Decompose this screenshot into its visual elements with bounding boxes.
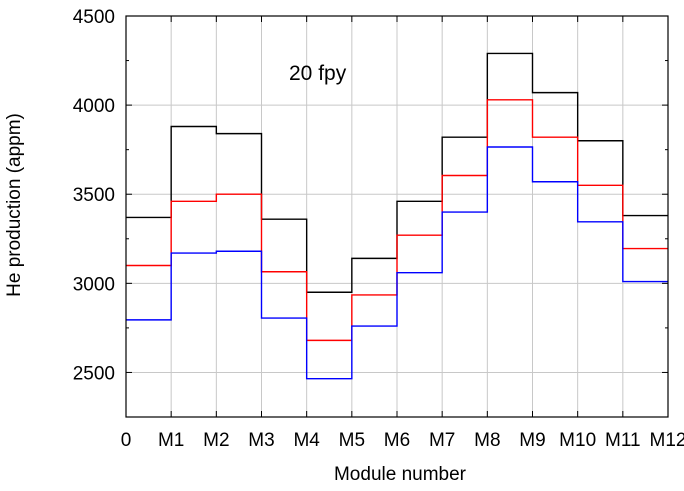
x-tick-label: M2 [203, 430, 229, 451]
y-tick-labels: 2500 3000 3500 4000 4500 [73, 7, 115, 384]
x-tick-label: M5 [339, 430, 365, 451]
y-axis-title: He production (appm) [4, 113, 25, 297]
x-tick-label: M7 [429, 430, 455, 451]
x-tick-label: 0 [121, 430, 132, 451]
x-tick-label: M11 [605, 430, 641, 451]
x-tick-label: M10 [559, 430, 596, 451]
y-tick-label: 2500 [73, 363, 115, 384]
y-tick-label: 4000 [73, 96, 115, 117]
x-tick-label: M12 [650, 430, 684, 451]
x-tick-label: M1 [158, 430, 184, 451]
x-tick-label: M3 [248, 430, 274, 451]
y-tick-label: 3000 [73, 274, 115, 295]
x-axis-title: Module number [334, 464, 467, 485]
x-tick-labels: 0 M1 M2 M3 M4 M5 M6 M7 M8 M9 M10 M11 M12 [121, 430, 684, 451]
chart-annotation: 20 fpy [289, 62, 347, 85]
x-tick-label: M8 [474, 430, 500, 451]
x-tick-label: M6 [384, 430, 410, 451]
y-tick-label: 4500 [73, 7, 115, 28]
y-tick-label: 3500 [73, 185, 115, 206]
x-tick-label: M9 [519, 430, 545, 451]
x-tick-label: M4 [293, 430, 320, 451]
